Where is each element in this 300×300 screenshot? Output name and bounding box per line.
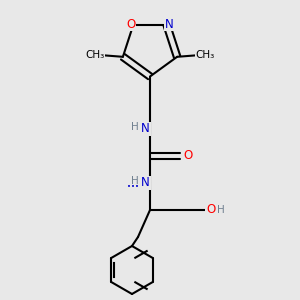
- Text: N: N: [141, 122, 150, 136]
- Text: H: H: [217, 205, 224, 215]
- Text: O: O: [184, 149, 193, 163]
- Text: CH₃: CH₃: [195, 50, 214, 60]
- Text: O: O: [206, 203, 215, 217]
- Text: •••: •••: [128, 184, 140, 190]
- Text: CH₃: CH₃: [85, 50, 105, 60]
- Text: N: N: [165, 17, 173, 31]
- Text: N: N: [141, 176, 150, 190]
- Text: H: H: [130, 176, 138, 187]
- Text: O: O: [126, 17, 136, 31]
- Text: H: H: [130, 122, 138, 133]
